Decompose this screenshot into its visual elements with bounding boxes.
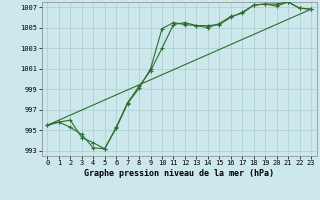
X-axis label: Graphe pression niveau de la mer (hPa): Graphe pression niveau de la mer (hPa) xyxy=(84,169,274,178)
